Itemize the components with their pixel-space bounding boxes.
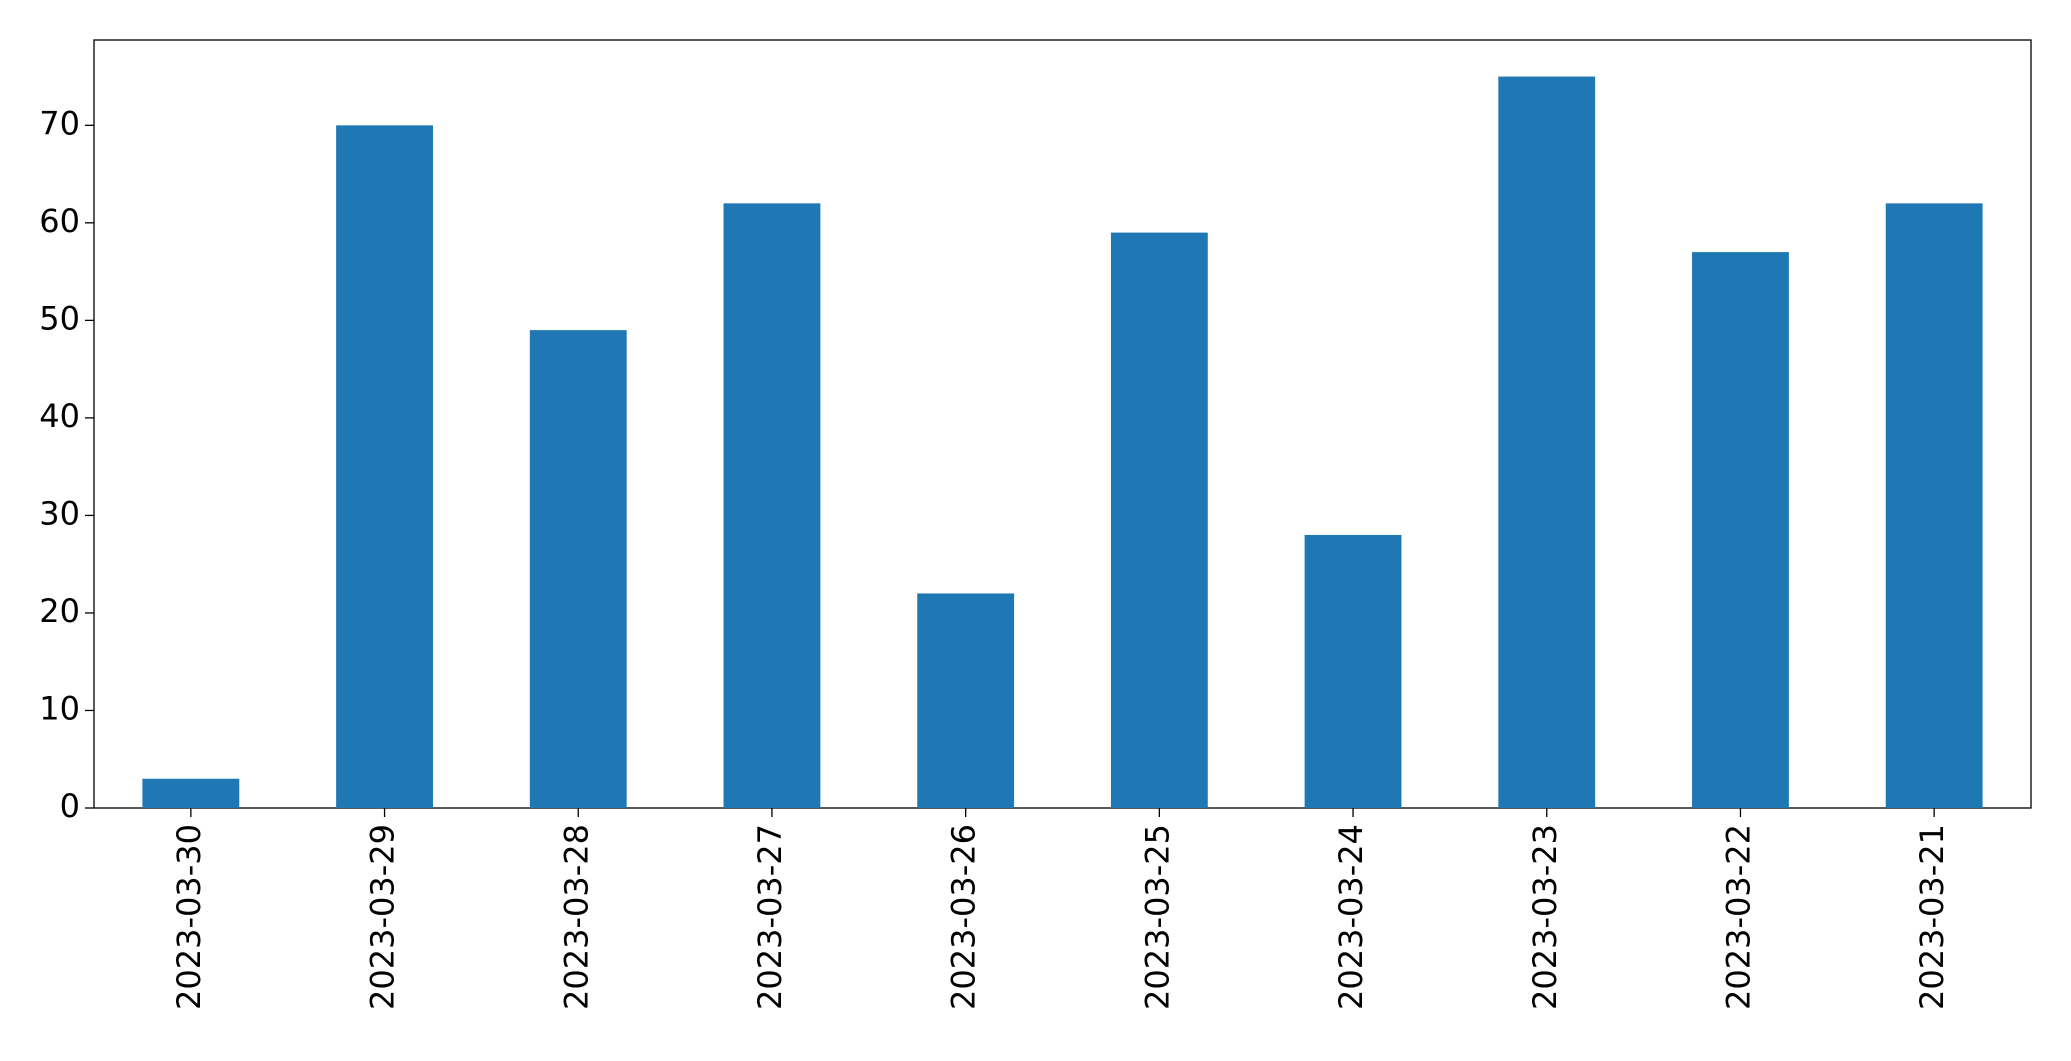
y-tick-label: 40 xyxy=(39,397,80,435)
bar xyxy=(1110,232,1208,809)
y-tick-label: 70 xyxy=(39,104,80,142)
bar xyxy=(142,778,240,808)
y-tick-label: 0 xyxy=(60,787,80,825)
x-tick-label: 2023-03-30 xyxy=(170,824,208,1010)
bar xyxy=(1304,534,1402,808)
bar xyxy=(917,593,1015,808)
y-tick-label: 50 xyxy=(39,299,80,337)
plot-frame xyxy=(93,39,2032,809)
x-tick-label: 2023-03-27 xyxy=(751,824,789,1010)
x-tick-label: 2023-03-22 xyxy=(1719,824,1757,1010)
x-tick-label: 2023-03-28 xyxy=(557,824,595,1010)
bar xyxy=(1498,76,1596,809)
bar xyxy=(1885,203,1983,808)
y-tick-label: 60 xyxy=(39,202,80,240)
x-tick-label: 2023-03-26 xyxy=(945,824,983,1010)
x-tick-label: 2023-03-24 xyxy=(1332,824,1370,1010)
x-tick-label: 2023-03-29 xyxy=(364,824,402,1010)
bar xyxy=(529,330,627,808)
x-tick-label: 2023-03-21 xyxy=(1913,824,1951,1010)
y-tick-label: 10 xyxy=(39,689,80,727)
y-tick-label: 30 xyxy=(39,494,80,532)
bar xyxy=(336,125,433,809)
x-tick-label: 2023-03-23 xyxy=(1526,824,1564,1010)
bar xyxy=(723,203,821,808)
bar xyxy=(1692,252,1789,809)
y-tick-label: 20 xyxy=(39,592,80,630)
x-tick-label: 2023-03-25 xyxy=(1138,824,1176,1010)
